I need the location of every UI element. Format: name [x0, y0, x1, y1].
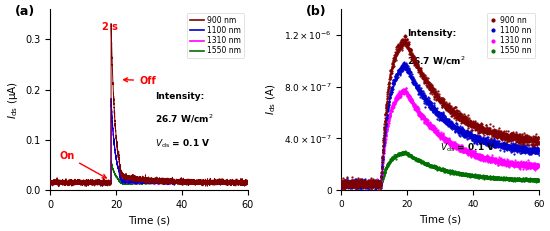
Text: Intensity:: Intensity:	[407, 28, 456, 37]
X-axis label: Time (s): Time (s)	[419, 214, 461, 225]
Text: Off: Off	[124, 76, 156, 85]
Text: 26.7 W/cm$^2$: 26.7 W/cm$^2$	[407, 54, 466, 67]
Y-axis label: $I_{\mathrm{ds}}$ (μA): $I_{\mathrm{ds}}$ (μA)	[6, 81, 20, 119]
Text: 2 s: 2 s	[102, 22, 118, 32]
Y-axis label: $I_{\mathrm{ds}}$ (A): $I_{\mathrm{ds}}$ (A)	[265, 84, 278, 115]
Text: $V_\mathrm{ds}$ = 0.1 V: $V_\mathrm{ds}$ = 0.1 V	[156, 137, 211, 150]
Text: (b): (b)	[306, 6, 327, 18]
Legend: 900 nm, 1100 nm, 1310 nm, 1550 nm: 900 nm, 1100 nm, 1310 nm, 1550 nm	[187, 13, 244, 58]
Legend: 900 nn, 1100 nn, 1310 nn, 1550 nn: 900 nn, 1100 nn, 1310 nn, 1550 nn	[487, 13, 535, 58]
X-axis label: Time (s): Time (s)	[128, 216, 170, 225]
Text: 26.7 W/cm$^2$: 26.7 W/cm$^2$	[156, 112, 214, 125]
Text: On: On	[59, 151, 106, 178]
Text: (a): (a)	[15, 6, 35, 18]
Text: Intensity:: Intensity:	[156, 92, 205, 101]
Text: $V_\mathrm{ds}$ = 0.1 V: $V_\mathrm{ds}$ = 0.1 V	[440, 141, 496, 154]
